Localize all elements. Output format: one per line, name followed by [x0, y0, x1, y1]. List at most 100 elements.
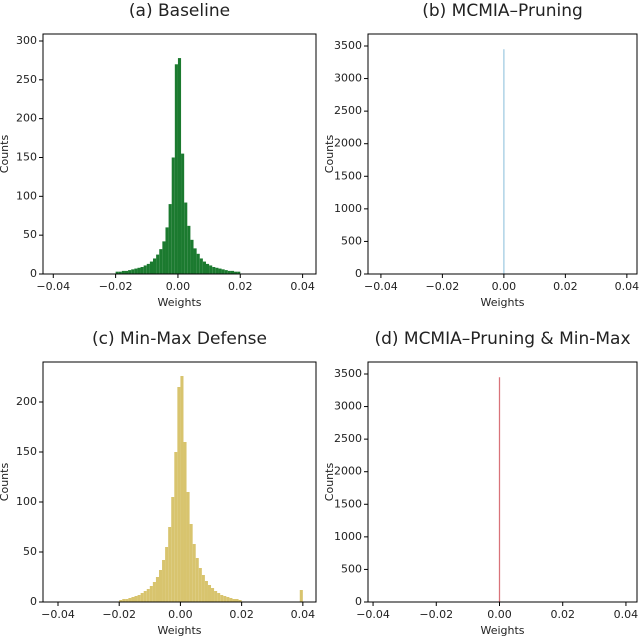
histogram-bar: [174, 452, 178, 602]
x-tick-label: −0.02: [99, 280, 133, 293]
histogram-bar: [226, 597, 230, 602]
histogram-bar: [181, 153, 185, 274]
x-tick-label: 0.00: [168, 608, 193, 621]
axes-frame: [367, 361, 638, 603]
histogram-bar: [211, 588, 215, 602]
y-tick-label: 0: [355, 595, 362, 608]
histogram-bar: [168, 204, 172, 274]
y-tick-label: 3500: [334, 39, 362, 52]
histogram-bar: [165, 227, 169, 274]
x-tick-label: 0.02: [229, 608, 254, 621]
axes-frame: [367, 33, 638, 275]
y-tick-label: 300: [16, 34, 37, 47]
histogram-bar: [121, 270, 125, 274]
histogram-bar: [119, 600, 123, 602]
chart-title: (c) Min-Max Defense: [92, 329, 267, 349]
histogram-bar: [131, 597, 135, 602]
y-tick-label: 500: [341, 562, 362, 575]
histogram-bar: [143, 591, 147, 602]
histogram-bar: [174, 64, 178, 274]
histogram-bar: [189, 524, 193, 602]
histogram-bar: [149, 261, 154, 274]
y-tick-label: 0: [30, 595, 37, 608]
y-tick-label: 3000: [334, 72, 362, 85]
histogram-bar: [183, 442, 187, 602]
x-tick-label: 0.04: [290, 280, 315, 293]
histogram-bar: [195, 558, 199, 602]
histogram-bar: [171, 497, 175, 602]
histogram-bar: [162, 241, 166, 274]
x-tick-label: −0.02: [102, 608, 136, 621]
histogram-bar: [223, 596, 227, 602]
y-tick-label: 3500: [334, 367, 362, 380]
histogram-bar: [201, 575, 205, 602]
histogram-bar: [128, 270, 132, 274]
histogram-bar: [187, 225, 191, 274]
y-tick-label: 150: [16, 445, 37, 458]
histogram-bar: [137, 267, 141, 274]
histogram-bar: [503, 49, 505, 275]
chart-title: (b) MCMIA–Pruning: [422, 1, 583, 21]
histogram-bar: [220, 595, 224, 602]
histogram-bar: [156, 254, 160, 274]
x-tick-label: 0.02: [553, 280, 578, 293]
histogram-bar: [115, 271, 119, 274]
histogram-bar: [229, 598, 233, 602]
histogram-bar: [128, 598, 132, 602]
y-axis-label: Counts: [0, 463, 11, 502]
y-tick-label: 500: [341, 234, 362, 247]
y-axis-label: Counts: [0, 135, 11, 174]
histogram-bar: [215, 267, 219, 274]
histogram-bar: [186, 492, 190, 602]
histogram-bar: [232, 599, 236, 602]
histogram-bar: [134, 596, 138, 602]
histogram-bar: [146, 263, 150, 274]
histogram-bar: [205, 263, 210, 274]
histogram-bar: [192, 544, 196, 602]
y-tick-label: 1000: [334, 530, 362, 543]
histogram-bar: [224, 270, 228, 274]
histogram-bar: [217, 593, 221, 602]
x-tick-label: 0.04: [615, 280, 640, 293]
histogram-bar: [122, 599, 126, 602]
histogram-bar: [146, 589, 150, 602]
y-tick-label: 1500: [334, 497, 362, 510]
histogram-bar: [204, 581, 208, 602]
y-tick-label: 100: [16, 495, 37, 508]
histogram-bar: [209, 265, 213, 274]
y-tick-label: 150: [16, 150, 37, 163]
histogram-bar: [143, 265, 147, 274]
y-tick-label: 100: [16, 189, 37, 202]
histogram-bar: [134, 268, 138, 274]
histogram-bar: [165, 547, 169, 602]
y-tick-label: 200: [16, 395, 37, 408]
x-tick-label: −0.02: [426, 280, 460, 293]
histogram-bar: [124, 270, 129, 274]
x-tick-label: 0.04: [614, 608, 639, 621]
histogram-bar: [171, 157, 175, 274]
chart-title: (a) Baseline: [129, 1, 230, 21]
histogram-bar: [152, 582, 156, 602]
histogram-bar: [155, 577, 159, 602]
x-tick-label: 0.02: [228, 280, 253, 293]
histogram-bar: [159, 249, 163, 274]
x-tick-label: 0.04: [291, 608, 316, 621]
histogram-bar: [234, 271, 238, 274]
y-tick-label: 250: [16, 73, 37, 86]
histogram-bar: [140, 267, 144, 274]
chart-title: (d) MCMIA–Pruning & Min-Max: [374, 329, 630, 349]
histogram-bar: [196, 253, 200, 274]
y-tick-label: 2500: [334, 432, 362, 445]
y-tick-label: 0: [30, 267, 37, 280]
x-axis-label: Weights: [157, 296, 201, 309]
axes-frame: [42, 361, 317, 603]
y-tick-label: 3000: [334, 400, 362, 413]
x-axis-label: Weights: [157, 624, 201, 637]
y-tick-label: 200: [16, 112, 37, 125]
y-tick-label: 50: [23, 228, 37, 241]
x-tick-label: −0.04: [41, 608, 75, 621]
histogram-bar: [498, 377, 501, 602]
y-axis-label: Counts: [323, 463, 336, 502]
histogram-bar: [202, 261, 206, 274]
